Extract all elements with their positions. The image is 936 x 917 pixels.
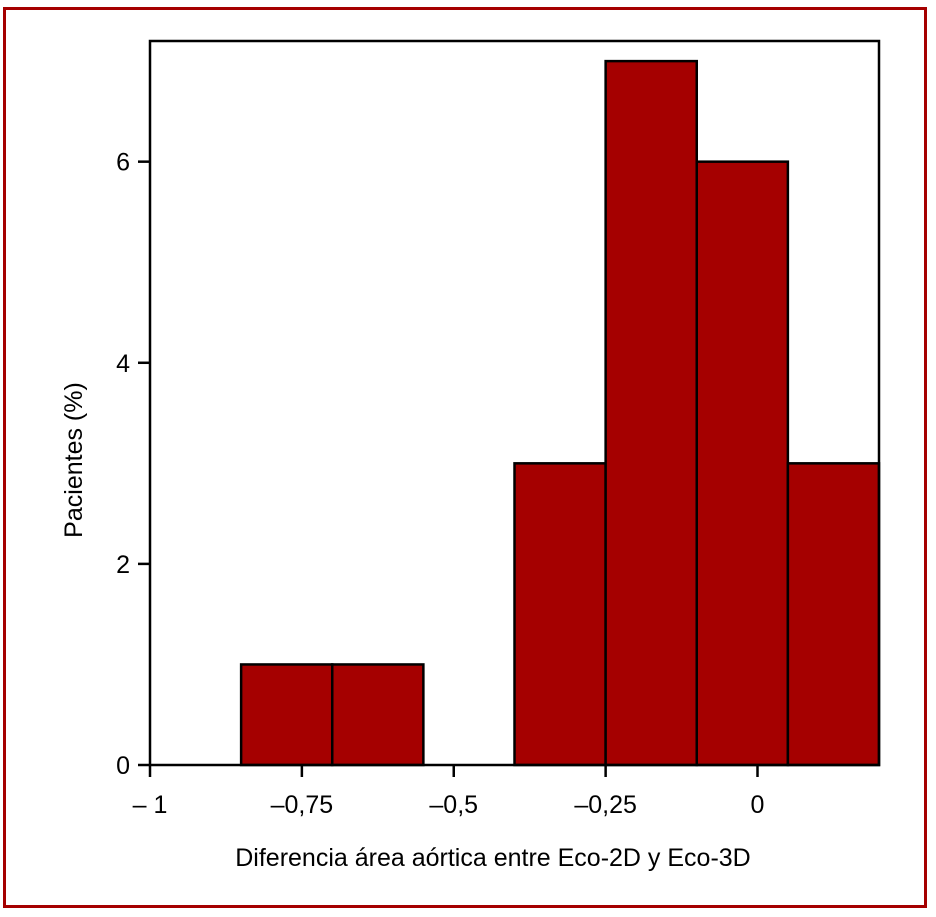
y-tick-label: 0 [116, 752, 130, 780]
histogram-bar [604, 59, 698, 767]
x-tick-label: –0,25 [574, 791, 637, 819]
histogram-bar [239, 663, 334, 767]
y-tick-label: 4 [116, 350, 130, 378]
x-tick-label: –0,5 [429, 791, 478, 819]
y-tick-label: 2 [116, 551, 130, 579]
plot-area [148, 39, 881, 767]
x-axis-label: Diferencia área aórtica entre Eco-2D y E… [235, 844, 751, 872]
histogram-bar [695, 160, 790, 767]
y-axis: 0 2 4 6 [116, 149, 150, 780]
histogram-bar [786, 462, 881, 767]
y-axis-label: Pacientes (%) [60, 382, 88, 538]
bars-group [239, 59, 881, 767]
x-tick-label: – 1 [133, 791, 168, 819]
x-tick-label: 0 [751, 791, 765, 819]
x-tick-label: –0,75 [271, 791, 334, 819]
histogram-bar [331, 663, 425, 767]
y-tick-label: 6 [116, 149, 130, 177]
histogram-bar [513, 462, 607, 767]
x-axis: – 1 –0,75 –0,5 –0,25 0 [133, 765, 765, 819]
